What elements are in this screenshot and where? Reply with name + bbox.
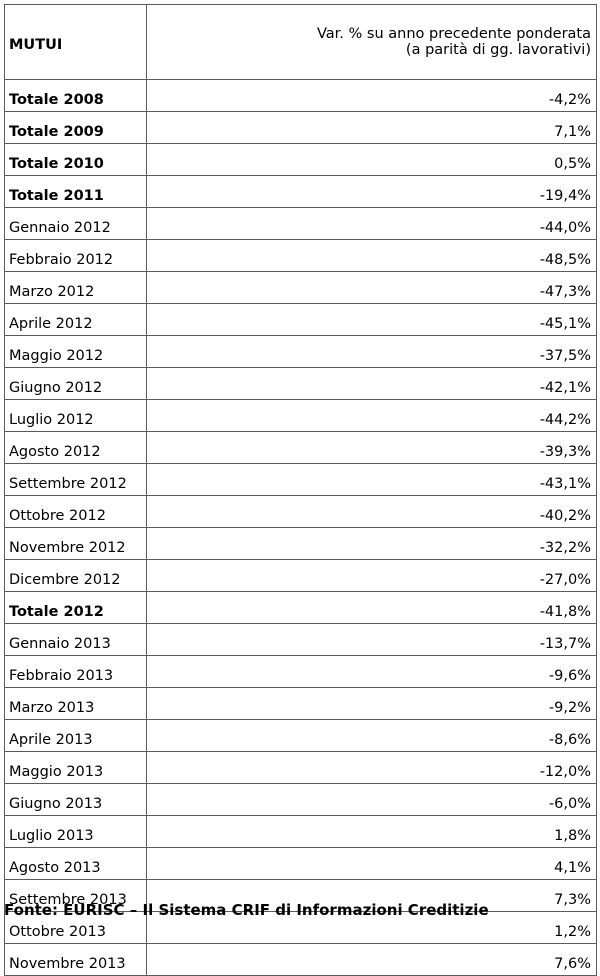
row-variation-value: -13,7%	[146, 623, 597, 656]
table-row: Maggio 2012 -37,5%	[4, 335, 597, 368]
row-variation-value: -6,0%	[146, 783, 597, 816]
row-period-label: Agosto 2012	[4, 431, 147, 464]
row-period-label: Agosto 2013	[4, 847, 147, 880]
row-variation-value: 7,1%	[146, 111, 597, 144]
column-header-variation: Var. % su anno precedente ponderata (a p…	[146, 4, 597, 80]
table-row: Maggio 2013 -12,0%	[4, 751, 597, 784]
table-row: Novembre 2013 7,6%	[4, 943, 597, 976]
row-variation-value: -45,1%	[146, 303, 597, 336]
table-row: Gennaio 2012 -44,0%	[4, 207, 597, 240]
row-variation-value: -41,8%	[146, 591, 597, 624]
table-row: Totale 2008 -4,2%	[4, 79, 597, 112]
row-period-label: Febbraio 2013	[4, 655, 147, 688]
row-variation-value: -48,5%	[146, 239, 597, 272]
row-period-label: Ottobre 2012	[4, 495, 147, 528]
table-body: Totale 2008 -4,2% Totale 2009 7,1% Totale 20…	[4, 79, 597, 976]
table-row: Gennaio 2013 -13,7%	[4, 623, 597, 656]
row-variation-value: -40,2%	[146, 495, 597, 528]
table-row: Ottobre 2012 -40,2%	[4, 495, 597, 528]
row-variation-value: -43,1%	[146, 463, 597, 496]
table-row: Giugno 2013 -6,0%	[4, 783, 597, 816]
table-row: Settembre 2012 -43,1%	[4, 463, 597, 496]
row-period-label: Aprile 2013	[4, 719, 147, 752]
row-variation-value: -4,2%	[146, 79, 597, 112]
row-variation-value: -47,3%	[146, 271, 597, 304]
row-period-label: Luglio 2012	[4, 399, 147, 432]
table-row: Settembre 2013 7,3%	[4, 879, 597, 912]
row-variation-value: -9,2%	[146, 687, 597, 720]
row-variation-value: -8,6%	[146, 719, 597, 752]
table-row: Totale 2009 7,1%	[4, 111, 597, 144]
row-variation-value: -9,6%	[146, 655, 597, 688]
row-period-label: Totale 2009	[4, 111, 147, 144]
table-row: Totale 2011 -19,4%	[4, 175, 597, 208]
row-period-label: Gennaio 2013	[4, 623, 147, 656]
row-period-label: Aprile 2012	[4, 303, 147, 336]
table-row: Agosto 2013 4,1%	[4, 847, 597, 880]
row-period-label: Totale 2011	[4, 175, 147, 208]
table-row: Febbraio 2013 -9,6%	[4, 655, 597, 688]
row-period-label: Totale 2010	[4, 143, 147, 176]
table-row: Luglio 2012 -44,2%	[4, 399, 597, 432]
row-period-label: Totale 2012	[4, 591, 147, 624]
table-row: Agosto 2012 -39,3%	[4, 431, 597, 464]
row-period-label: Maggio 2013	[4, 751, 147, 784]
table-row: Marzo 2012 -47,3%	[4, 271, 597, 304]
table-row: Febbraio 2012 -48,5%	[4, 239, 597, 272]
row-variation-value: -39,3%	[146, 431, 597, 464]
row-period-label: Settembre 2013	[4, 879, 147, 912]
table-header-row: MUTUI Var. % su anno precedente ponderat…	[4, 4, 597, 80]
row-variation-value: 1,8%	[146, 815, 597, 848]
row-variation-value: -44,2%	[146, 399, 597, 432]
row-period-label: Luglio 2013	[4, 815, 147, 848]
source-note: Fonte: EURISC – Il Sistema CRIF di Infor…	[4, 901, 489, 919]
row-period-label: Totale 2008	[4, 79, 147, 112]
row-variation-value: 4,1%	[146, 847, 597, 880]
row-variation-value: 0,5%	[146, 143, 597, 176]
row-period-label: Febbraio 2012	[4, 239, 147, 272]
row-period-label: Marzo 2012	[4, 271, 147, 304]
row-variation-value: -27,0%	[146, 559, 597, 592]
row-period-label: Giugno 2013	[4, 783, 147, 816]
table-row: Dicembre 2012 -27,0%	[4, 559, 597, 592]
row-variation-value: -37,5%	[146, 335, 597, 368]
row-period-label: Marzo 2013	[4, 687, 147, 720]
row-period-label: Novembre 2012	[4, 527, 147, 560]
row-period-label: Maggio 2012	[4, 335, 147, 368]
row-variation-value: -19,4%	[146, 175, 597, 208]
column-header-mutui: MUTUI	[4, 4, 147, 80]
row-period-label: Gennaio 2012	[4, 207, 147, 240]
table-row: Aprile 2013 -8,6%	[4, 719, 597, 752]
row-period-label: Dicembre 2012	[4, 559, 147, 592]
row-variation-value: -32,2%	[146, 527, 597, 560]
row-variation-value: -12,0%	[146, 751, 597, 784]
row-variation-value: 7,3%	[146, 879, 597, 912]
table-row: Aprile 2012 -45,1%	[4, 303, 597, 336]
table-row: Novembre 2012 -32,2%	[4, 527, 597, 560]
table-row: Totale 2010 0,5%	[4, 143, 597, 176]
row-period-label: Giugno 2012	[4, 367, 147, 400]
table-row: Totale 2012 -41,8%	[4, 591, 597, 624]
row-period-label: Novembre 2013	[4, 943, 147, 976]
table-row: Marzo 2013 -9,2%	[4, 687, 597, 720]
column-header-variation-line1: Var. % su anno precedente ponderata	[316, 26, 591, 42]
table-row: Luglio 2013 1,8%	[4, 815, 597, 848]
mortgage-variation-table: MUTUI Var. % su anno precedente ponderat…	[4, 4, 597, 976]
row-variation-value: -44,0%	[146, 207, 597, 240]
column-header-variation-line2: (a parità di gg. lavorativi)	[405, 42, 591, 58]
mortgage-table-panel: MUTUI Var. % su anno precedente ponderat…	[4, 4, 597, 976]
row-variation-value: -42,1%	[146, 367, 597, 400]
table-row: Giugno 2012 -42,1%	[4, 367, 597, 400]
row-period-label: Settembre 2012	[4, 463, 147, 496]
row-variation-value: 7,6%	[146, 943, 597, 976]
